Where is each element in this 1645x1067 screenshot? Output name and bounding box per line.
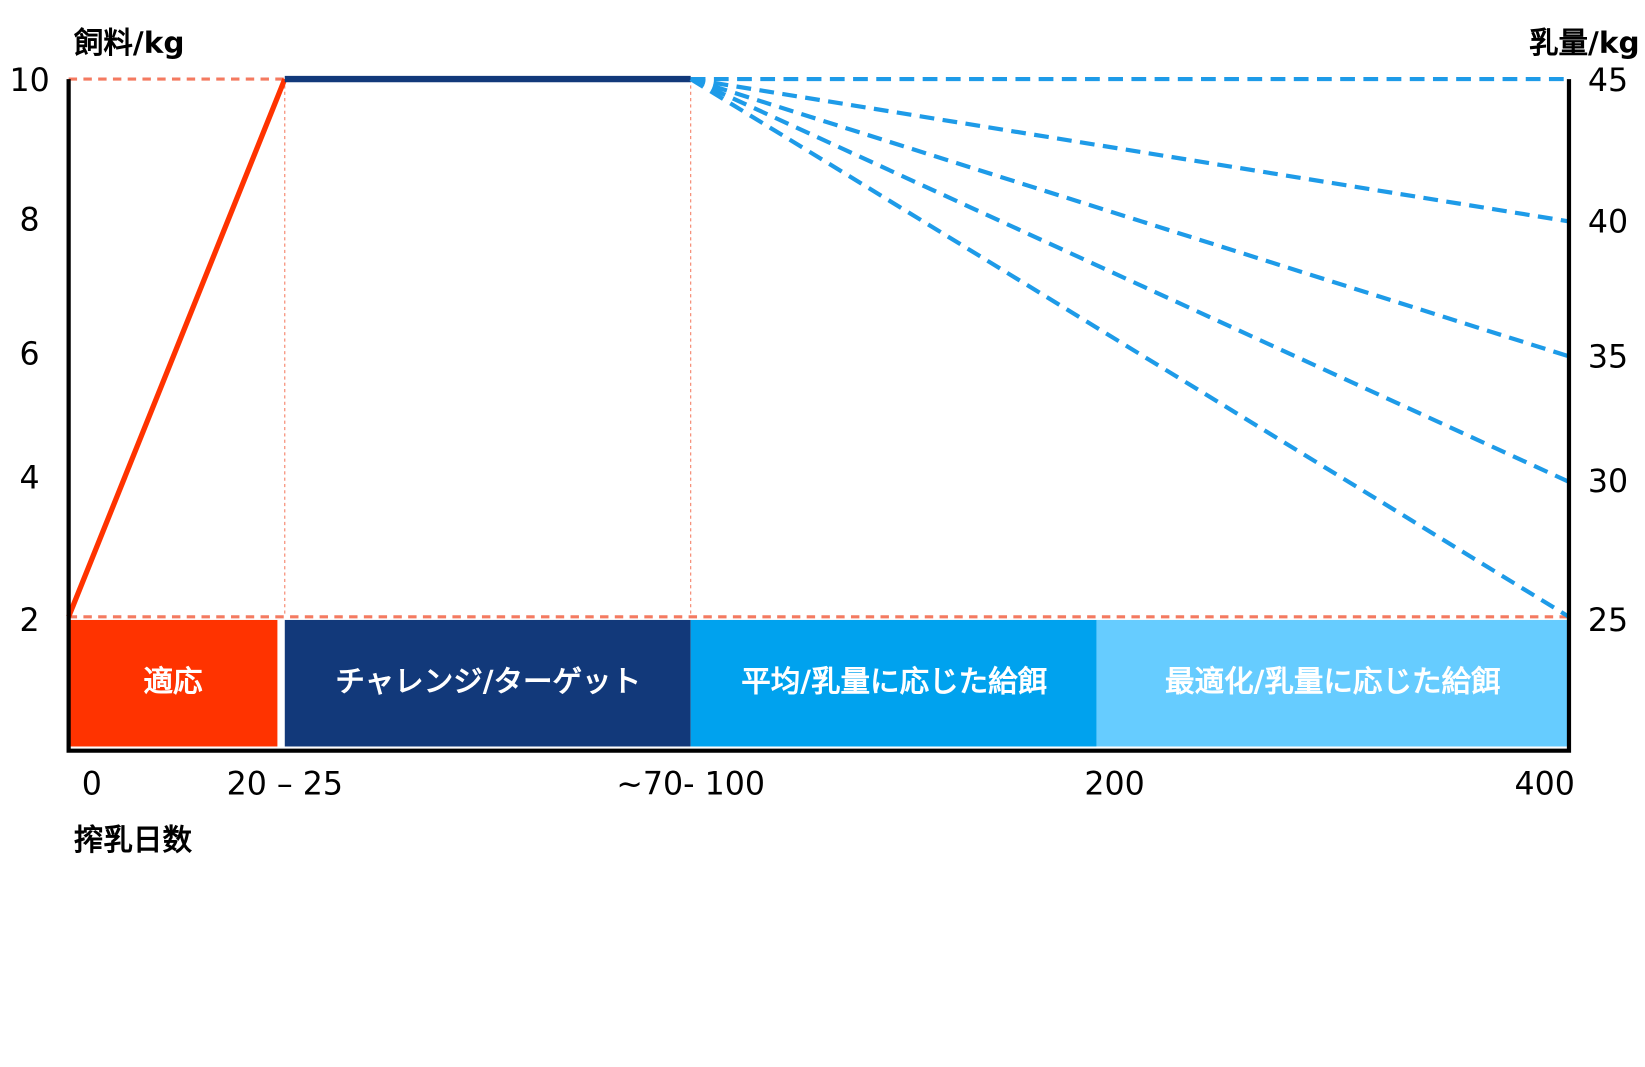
- x-label: ~70- 100: [616, 766, 765, 802]
- phase-label: 最適化/乳量に応じた給餌: [1165, 665, 1500, 699]
- right-tick-label: 45: [1588, 63, 1628, 99]
- x-label: 20 – 25: [227, 766, 343, 802]
- phase-label: 平均/乳量に応じた給餌: [741, 665, 1047, 699]
- x-axis-title: 搾乳日数: [74, 823, 193, 857]
- x-label: 0: [82, 766, 102, 802]
- right-tick-label: 35: [1588, 339, 1628, 375]
- phase-label: 適応: [143, 665, 203, 699]
- phase-box: [284, 619, 691, 747]
- fan-line: [689, 77, 1571, 619]
- right-tick-label: 25: [1588, 603, 1628, 639]
- left-tick-label: 2: [20, 603, 40, 639]
- lines: [66, 75, 1572, 753]
- fan-line: [690, 76, 1570, 224]
- phase-label: チャレンジ/ターゲット: [335, 665, 641, 699]
- right-axis-title: 乳量/kg: [1529, 26, 1640, 60]
- left-axis-title: 飼料/kg: [74, 26, 185, 60]
- fan-line: [690, 77, 1570, 359]
- left-tick-label: 6: [20, 336, 40, 372]
- milk-fan: [689, 76, 1571, 619]
- ramp-line: [66, 78, 288, 618]
- right-tick-label: 30: [1588, 464, 1628, 500]
- fan-line: [689, 77, 1570, 484]
- phase-box: [1096, 619, 1569, 747]
- phase-box: [690, 619, 1097, 747]
- x-label: 400: [1515, 766, 1575, 802]
- phase-box: [68, 619, 278, 747]
- left-tick-label: 4: [20, 461, 40, 497]
- left-tick-label: 8: [20, 202, 40, 238]
- x-label: 200: [1084, 766, 1144, 802]
- right-tick-label: 40: [1588, 205, 1628, 241]
- axes: [66, 79, 1572, 753]
- left-tick-label: 10: [10, 63, 50, 99]
